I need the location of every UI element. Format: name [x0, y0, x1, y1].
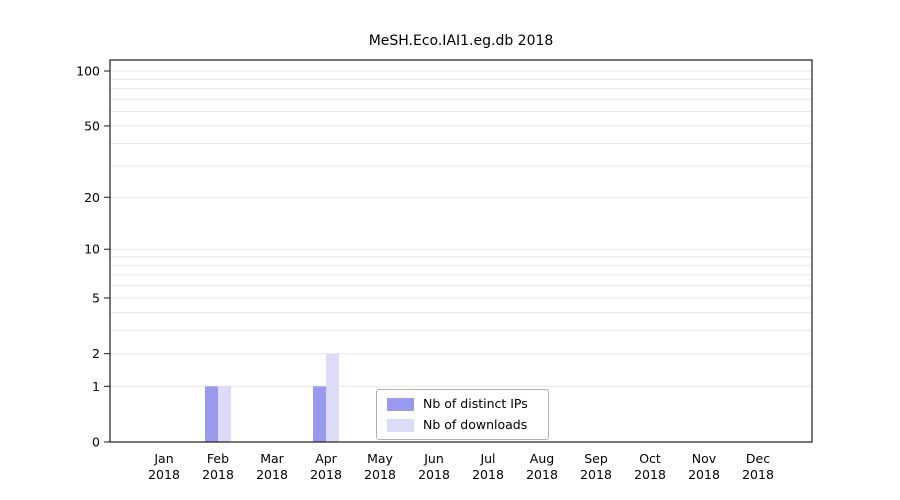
y-tick-label-100: 100: [76, 64, 100, 79]
x-tick-year-feb: 2018: [202, 467, 234, 482]
x-tick-month-nov: Nov: [692, 451, 717, 466]
bar-downloads-feb: [218, 386, 231, 442]
x-tick-month-oct: Oct: [639, 451, 661, 466]
y-tick-label-0: 0: [92, 435, 100, 450]
legend-entry-distinct-ips: Nb of distinct IPs: [387, 396, 528, 412]
bar-downloads-apr: [326, 353, 339, 442]
bar-distinct-ips-feb: [205, 386, 218, 442]
x-tick-year-dec: 2018: [742, 467, 774, 482]
legend-label-distinct-ips: Nb of distinct IPs: [423, 396, 528, 411]
legend-swatch-downloads: [387, 418, 414, 432]
y-tick-label-20: 20: [84, 190, 100, 205]
x-tick-month-apr: Apr: [315, 451, 337, 466]
x-tick-year-nov: 2018: [688, 467, 720, 482]
x-tick-month-jul: Jul: [479, 451, 495, 466]
x-tick-month-feb: Feb: [207, 451, 229, 466]
x-tick-year-aug: 2018: [526, 467, 558, 482]
y-tick-label-1: 1: [92, 379, 100, 394]
x-tick-year-jul: 2018: [472, 467, 504, 482]
plot-border: [109, 59, 813, 443]
legend-label-downloads: Nb of downloads: [423, 417, 528, 432]
x-tick-month-mar: Mar: [260, 451, 284, 466]
y-tick-label-5: 5: [92, 290, 100, 305]
legend: Nb of distinct IPs Nb of downloads: [376, 389, 549, 440]
x-tick-month-jan: Jan: [153, 451, 173, 466]
x-tick-month-may: May: [367, 451, 393, 466]
x-tick-year-sep: 2018: [580, 467, 612, 482]
x-tick-year-may: 2018: [364, 467, 396, 482]
x-tick-year-mar: 2018: [256, 467, 288, 482]
chart-title: MeSH.Eco.IAI1.eg.db 2018: [368, 33, 554, 49]
x-tick-month-jun: Jun: [423, 451, 444, 466]
x-tick-year-apr: 2018: [310, 467, 342, 482]
legend-entry-downloads: Nb of downloads: [387, 417, 528, 433]
y-tick-label-50: 50: [84, 118, 100, 133]
x-tick-month-dec: Dec: [746, 451, 770, 466]
x-tick-month-aug: Aug: [530, 451, 554, 466]
bar-distinct-ips-apr: [313, 386, 326, 442]
y-tick-label-2: 2: [92, 346, 100, 361]
x-tick-year-jan: 2018: [148, 467, 180, 482]
y-tick-label-10: 10: [84, 242, 100, 257]
x-tick-year-oct: 2018: [634, 467, 666, 482]
x-tick-year-jun: 2018: [418, 467, 450, 482]
legend-swatch-distinct-ips: [387, 397, 414, 411]
x-tick-month-sep: Sep: [584, 451, 608, 466]
